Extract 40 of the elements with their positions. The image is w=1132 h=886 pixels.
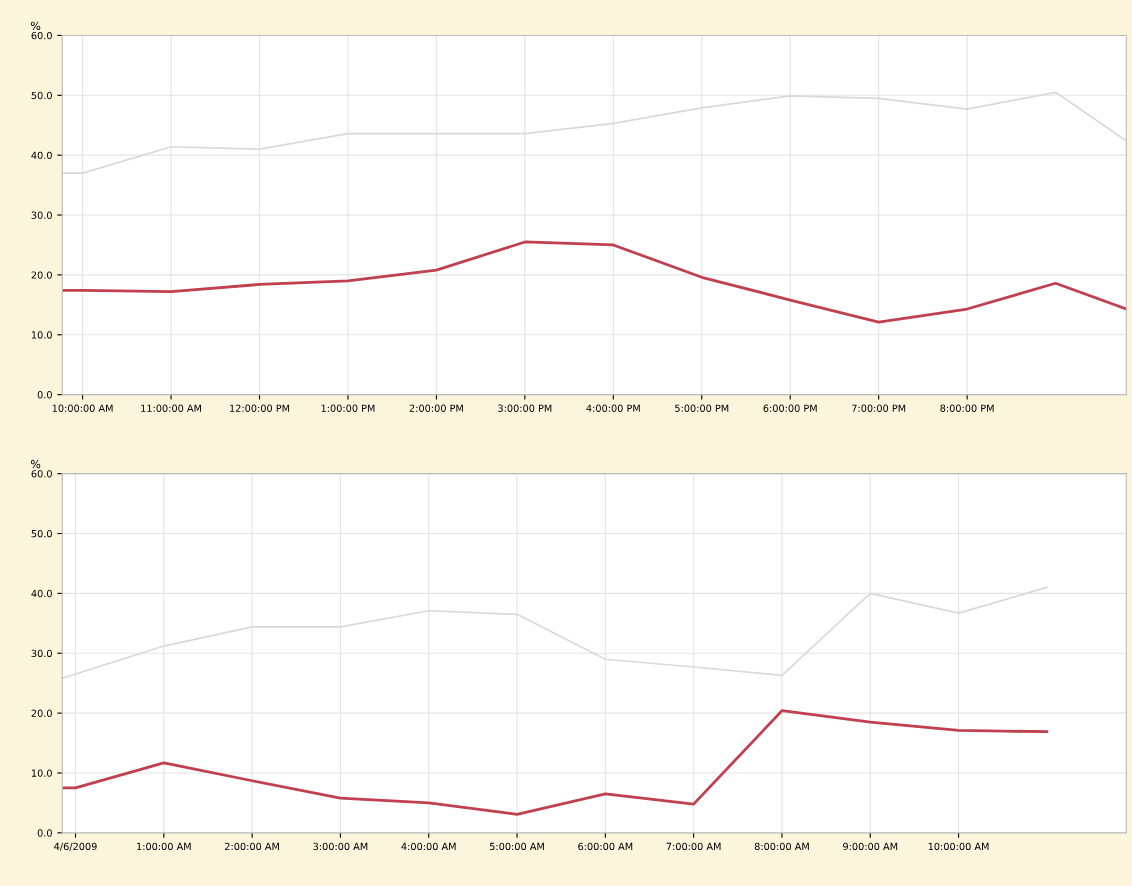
y-tick-label: 10.0 — [31, 331, 52, 339]
x-tick-label: 4:00:00 AM — [401, 842, 456, 851]
y-tick-label: 10.0 — [31, 769, 52, 777]
x-tick-label: 5:00:00 PM — [675, 404, 729, 412]
x-tick-label: 11:00:00 AM — [141, 404, 201, 412]
x-tick-label: 4/6/2009 — [54, 842, 97, 851]
x-tick-label: 10:00:00 AM — [52, 404, 113, 412]
x-tick-label: 2:00:00 AM — [225, 842, 279, 851]
x-tick-label: 8:00:00 AM — [754, 842, 809, 851]
y-tick-label: 60.0 — [31, 31, 52, 40]
y-tick-label: 30.0 — [31, 211, 52, 219]
x-tick-label: 2:00:00 PM — [409, 404, 463, 412]
y-tick-label: 50.0 — [31, 529, 52, 538]
x-tick-label: 6:00:00 AM — [578, 842, 633, 851]
y-tick-label: 40.0 — [31, 151, 52, 159]
x-tick-label: 7:00:00 PM — [852, 404, 906, 412]
x-tick-label: 8:00:00 PM — [940, 404, 994, 412]
x-tick-label: 5:00:00 AM — [489, 842, 544, 851]
x-tick-label: 12:00:00 PM — [230, 404, 290, 412]
line-series — [62, 240, 1127, 324]
y-tick-label: 20.0 — [31, 709, 52, 717]
y-tick-label: 30.0 — [31, 649, 52, 658]
y-tick-label: 50.0 — [31, 91, 52, 100]
y-tick-label: 0.0 — [37, 391, 52, 399]
x-tick-label: 4:00:00 PM — [586, 404, 640, 412]
x-tick-label: 1:00:00 PM — [321, 404, 375, 412]
y-axis-title: % — [30, 21, 41, 31]
y-tick-label: 60.0 — [31, 470, 52, 478]
x-tick-label: 10:00:00 AM — [928, 842, 989, 851]
y-tick-label: 0.0 — [37, 829, 52, 837]
x-tick-label: 1:00:00 AM — [137, 842, 191, 851]
x-tick-label: 6:00:00 PM — [763, 404, 817, 412]
line-series — [62, 709, 1049, 816]
x-tick-label: 3:00:00 PM — [498, 404, 552, 412]
y-axis-title: % — [30, 459, 41, 469]
x-tick-label: 7:00:00 AM — [666, 842, 721, 851]
y-tick-label: 40.0 — [31, 589, 52, 598]
y-tick-label: 20.0 — [31, 271, 52, 279]
x-tick-label: 9:00:00 AM — [843, 842, 898, 851]
x-tick-label: 3:00:00 AM — [313, 842, 368, 851]
